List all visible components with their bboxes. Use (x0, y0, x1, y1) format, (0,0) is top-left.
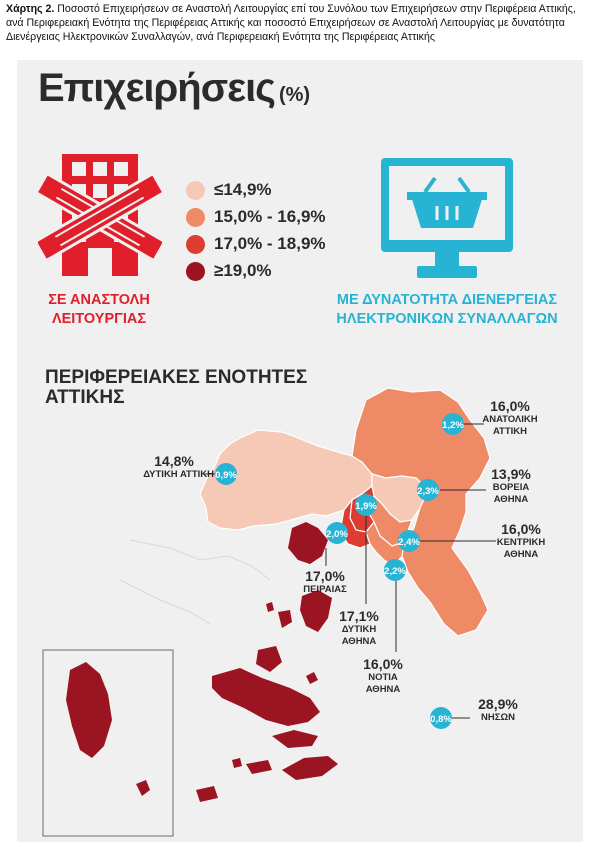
suspended-label: ΣΕ ΑΝΑΣΤΟΛΗ ΛΕΙΤΟΥΡΓΙΑΣ (38, 291, 160, 329)
label-dytiki-athina: 17,1% ΔΥΤΙΚΗ ΑΘΗΝΑ (324, 608, 394, 648)
kentriki-name-1: ΚΕΝΤΡΙΚΗ (496, 537, 546, 548)
label-voreia: 13,9% ΒΟΡΕΙΑ ΑΘΗΝΑ (476, 466, 546, 506)
map-section-title: ΠΕΡΙΦΕΡΕΙΑΚΕΣ ΕΝΟΤΗΤΕΣ ΑΤΤΙΚΗΣ (45, 368, 307, 408)
island-salamina (288, 522, 328, 564)
page-title: Επιχειρήσεις (%) (38, 66, 310, 111)
dytiki-athina-value: 17,1% (339, 608, 379, 624)
island-methana (256, 646, 282, 672)
anatoliki-name-2: ΑΤΤΙΚΗ (492, 426, 528, 437)
bubble-dytiki-attiki (215, 463, 237, 485)
anatoliki-name-1: ΑΝΑΤΟΛΙΚΗ (482, 414, 538, 425)
map-title-line2: ΑΤΤΙΚΗΣ (45, 387, 125, 408)
peiraias-name: ΠΕΙΡΑΙΑΣ (303, 584, 347, 595)
notia-value: 16,0% (363, 656, 403, 672)
bubble-voreia-text: 2,3% (417, 486, 439, 497)
island-spetses (196, 786, 218, 802)
legend-swatch-3 (186, 234, 205, 254)
bubble-peiraias-text: 2,0% (326, 529, 348, 540)
label-anatoliki: 16,0% ΑΝΑΤΟΛΙΚΗ ΑΤΤΙΚΗ (470, 398, 550, 438)
island-small-1 (232, 758, 242, 768)
bubble-dytiki-athina-text: 1,9% (355, 501, 377, 512)
anatoliki-value: 16,0% (490, 398, 530, 414)
inset-frame (42, 649, 174, 837)
legend-swatch-4 (186, 261, 205, 281)
title-unit: (%) (278, 84, 311, 106)
legend-item-4: ≥19,0% (186, 259, 272, 283)
island-agkistri (278, 610, 292, 628)
caption-text: Ποσοστό Επιχειρήσεων σε Αναστολή Λειτουρ… (6, 3, 576, 43)
legend-item-2: 15,0% - 16,9% (186, 205, 326, 229)
bubble-peiraias (326, 522, 348, 544)
bubble-notia (384, 559, 406, 581)
bubble-notia-text: 2,2% (384, 566, 406, 577)
legend-item-3: 17,0% - 18,9% (186, 232, 326, 256)
label-nison: 28,9% ΝΗΣΩΝ (468, 696, 528, 724)
bubble-dytiki-athina (355, 494, 377, 516)
voreia-value: 13,9% (491, 466, 531, 482)
island-dokos (246, 760, 272, 774)
bubble-nison-text: 0,8% (430, 714, 452, 725)
caption-prefix: Χάρτης 2. (6, 3, 55, 15)
bubble-anatoliki (442, 413, 464, 435)
legend-label-1: ≤14,9% (214, 180, 272, 199)
bubble-kentriki-text: 2,4% (398, 537, 420, 548)
neighbour-land (119, 539, 271, 625)
closed-building-icon (38, 154, 162, 276)
suspended-label-line1: ΣΕ ΑΝΑΣΤΟΛΗ (48, 292, 150, 308)
dytiki-attiki-name: ΔΥΤΙΚΗ ΑΤΤΙΚΗ (143, 469, 214, 480)
inset-island-antikythira (136, 780, 150, 796)
kentriki-name-2: ΑΘΗΝΑ (503, 549, 539, 560)
online-label: ΜΕ ΔΥΝΑΤΟΤΗΤΑ ΔΙΕΝΕΡΓΕΙΑΣ ΗΛΕΚΤΡΟΝΙΚΩΝ Σ… (318, 291, 576, 329)
legend-swatch-1 (186, 180, 205, 200)
region-dytiki-attiki (199, 429, 373, 531)
voreia-name-2: ΑΘΗΝΑ (493, 494, 529, 505)
nison-value: 28,9% (478, 696, 518, 712)
notia-name-2: ΑΘΗΝΑ (365, 684, 401, 695)
bubble-kentriki (398, 530, 420, 552)
dytiki-athina-name-2: ΑΘΗΝΑ (341, 636, 377, 647)
notia-name-1: ΝΟΤΙΑ (368, 672, 398, 683)
online-label-line1: ΜΕ ΔΥΝΑΤΟΤΗΤΑ ΔΙΕΝΕΡΓΕΙΑΣ (336, 292, 558, 308)
island-kythnos (282, 756, 338, 780)
legend-item-1: ≤14,9% (186, 178, 272, 202)
legend-label-4: ≥19,0% (214, 261, 272, 280)
inset-island-kythira (66, 662, 112, 758)
region-notia (365, 520, 405, 567)
title-main: Επιχειρήσεις (38, 66, 276, 110)
legend-swatch-2 (186, 207, 205, 227)
island-hydra (272, 730, 318, 748)
map-title-line1: ΠΕΡΙΦΕΡΕΙΑΚΕΣ ΕΝΟΤΗΤΕΣ (45, 367, 308, 388)
dytiki-attiki-value: 14,8% (154, 453, 194, 469)
label-notia: 16,0% ΝΟΤΙΑ ΑΘΗΝΑ (348, 656, 418, 696)
bubble-dytiki-attiki-text: 0,9% (215, 470, 237, 481)
monitor-shopping-basket-icon (381, 158, 513, 278)
island-small-3 (266, 602, 274, 612)
kentriki-value: 16,0% (501, 521, 541, 537)
island-aegina (300, 590, 332, 632)
island-small-2 (306, 672, 318, 684)
label-kentriki: 16,0% ΚΕΝΤΡΙΚΗ ΑΘΗΝΑ (486, 521, 556, 561)
bubble-nison (430, 707, 452, 729)
bubble-anatoliki-text: 1,2% (442, 420, 464, 431)
label-dytiki-attiki: 14,8% ΔΥΤΙΚΗ ΑΤΤΙΚΗ (104, 453, 214, 481)
dytiki-athina-name-1: ΔΥΤΙΚΗ (341, 624, 377, 635)
bubble-voreia (417, 479, 439, 501)
island-poros-troizinia (212, 668, 320, 726)
online-label-line2: ΗΛΕΚΤΡΟΝΙΚΩΝ ΣΥΝΑΛΛΑΓΩΝ (336, 311, 558, 327)
voreia-name-1: ΒΟΡΕΙΑ (492, 482, 530, 493)
figure-caption: Χάρτης 2. Ποσοστό Επιχειρήσεων σε Αναστο… (6, 2, 594, 44)
nison-name: ΝΗΣΩΝ (481, 712, 515, 723)
peiraias-value: 17,0% (305, 568, 345, 584)
suspended-label-line2: ΛΕΙΤΟΥΡΓΙΑΣ (51, 311, 147, 327)
label-peiraias: 17,0% ΠΕΙΡΑΙΑΣ (290, 568, 360, 596)
legend-label-3: 17,0% - 18,9% (214, 234, 326, 253)
legend-label-2: 15,0% - 16,9% (214, 207, 326, 226)
